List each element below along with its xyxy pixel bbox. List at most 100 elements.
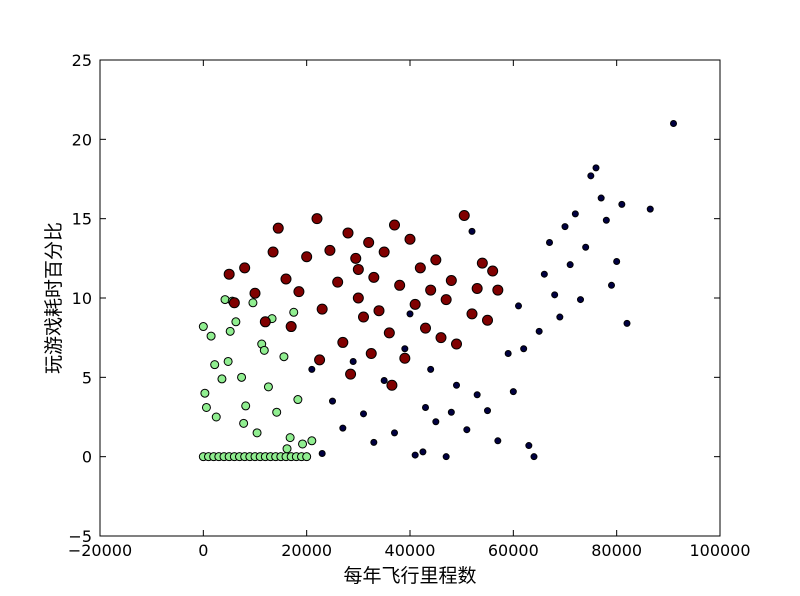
y-tick-label: 20 [72,130,92,149]
scatter-point [285,321,297,333]
y-tick-label: −5 [68,527,92,546]
scatter-point [318,449,326,457]
scatter-point [363,236,375,248]
scatter-point [535,327,543,335]
scatter-point [608,281,615,289]
scatter-point [311,213,323,225]
scatter-point [259,345,269,355]
scatter-point [339,424,347,432]
scatter-point [252,428,262,438]
scatter-point [420,322,431,334]
scatter-point [471,282,483,294]
scatter-point [358,311,369,323]
scatter-point [337,336,349,348]
scatter-point [298,439,308,449]
scatter-point [211,412,221,422]
scatter-point [411,451,419,459]
scatter-point [571,210,579,218]
scatter-point [342,227,354,239]
scatter-point [329,397,336,405]
scatter-point [442,453,450,461]
scatter-point [368,271,380,283]
x-tick-label: 20000 [281,541,332,560]
x-tick-label: 40000 [385,541,436,560]
scatter-point [365,348,377,360]
scatter-point [623,319,631,327]
x-tick-label: 0 [198,541,208,560]
scatter-point [231,317,241,327]
scatter-point [200,388,210,398]
x-axis-label: 每年飞行里程数 [343,565,476,587]
scatter-point [373,305,385,317]
scatter-point [602,216,610,224]
scatter-point [239,262,251,274]
scatter-point [282,444,292,454]
scatter-point [302,452,312,462]
scatter-point [259,316,271,328]
scatter-point [201,402,211,412]
scatter-point [316,303,328,315]
scatter-point [492,284,504,296]
scatter-point [473,391,481,399]
scatter-point [352,263,364,275]
scatter-point [263,382,273,392]
scatter-point [414,262,426,274]
scatter-point [360,410,367,418]
scatter-point [577,296,584,304]
scatter-point [272,222,284,234]
scatter-point [540,270,548,278]
scatter-point [399,352,411,364]
scatter-point [370,438,378,446]
scatter-point [646,205,654,213]
scatter-point [468,227,476,235]
scatter-point [592,164,600,172]
scatter-point [380,377,388,385]
scatter-point [289,307,299,317]
scatter-point [435,332,447,344]
scatter-point [458,209,470,221]
scatter-point [582,243,590,251]
scatter-point [404,233,416,245]
scatter-point [386,379,398,391]
y-tick-label: 15 [72,210,92,229]
y-tick-label: 5 [82,368,92,387]
scatter-point [210,360,220,370]
scatter-point [391,429,398,437]
y-tick-label: 10 [72,289,92,308]
scatter-point [352,292,364,304]
y-tick-label: 25 [72,51,92,70]
scatter-point [530,453,538,461]
scatter-point [432,418,440,426]
scatter-point [466,308,478,320]
scatter-point [613,258,621,266]
scatter-point [427,365,435,373]
scatter-point [279,352,289,362]
scatter-point [494,437,502,445]
scatter-point [670,119,677,127]
x-tick-label: −20000 [68,541,132,560]
scatter-point [349,357,357,365]
scatter-point [248,298,258,308]
scatter-point [445,275,457,287]
scatter-point [487,265,499,277]
scatter-point [447,408,455,416]
scatter-point [228,297,240,309]
scatter-point [272,407,282,417]
scatter-point [223,356,233,366]
scatter-point [556,313,564,321]
scatter-point [293,286,305,298]
scatter-point [484,407,491,415]
scatter-point [223,268,235,280]
scatter-point [520,345,528,353]
scatter-point [280,273,292,285]
scatter-point [422,403,429,411]
scatter-point [406,310,414,318]
scatter-point [237,372,247,382]
scatter-point [482,314,493,326]
scatter-point [561,223,569,231]
scatter-point [509,388,517,396]
x-tick-label: 100000 [689,541,750,560]
scatter-point [451,338,462,350]
